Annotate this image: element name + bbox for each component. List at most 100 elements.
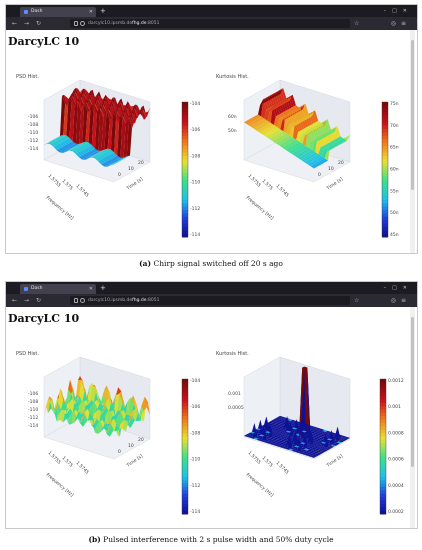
x-tick-label: 1.5755 [47,450,62,465]
new-tab-icon[interactable]: + [100,284,106,292]
scrollbar[interactable] [410,307,415,528]
surface-patch [287,418,293,421]
surface-patch [283,114,289,134]
colorbar-segment [382,122,388,127]
surface-patch [63,149,70,151]
toolbar-icons[interactable]: ◎≡ [390,20,411,27]
x-tick-label: 1.5755 [47,173,62,188]
toolbar-icons[interactable]: ◎≡ [390,297,411,304]
surface-patch [311,447,317,450]
colorbar-segment [182,145,188,150]
surface-patch [284,133,290,137]
surface-patch [47,142,53,145]
site-info-icon[interactable] [80,20,85,26]
surface-patch [80,145,86,150]
surface-patch [247,435,253,438]
back-icon[interactable]: ← [12,20,18,27]
surface-patch [291,152,297,156]
surface-patch [86,156,92,158]
surface-patch [124,103,131,114]
colorbar-segment [182,159,188,164]
surface-patch [258,128,264,132]
caption-text: Pulsed interference with 2 s pulse width… [103,535,334,544]
new-tab-icon[interactable]: + [100,7,106,15]
reload-icon[interactable]: ↻ [36,20,42,27]
colorbar-segment [182,460,188,464]
surface-patch [256,428,262,431]
colorbar-segment [182,102,188,106]
surface-patch [293,420,300,423]
surface-patch [306,148,313,152]
surface-patch [319,448,325,451]
bookmark-star-icon[interactable]: ☆ [354,20,360,27]
colorbar-segment [182,443,188,447]
surface-patch [259,429,265,432]
surface-patch [253,119,259,124]
browser-tab[interactable]: Dash ✕ [20,284,96,294]
surface-patch [308,125,314,129]
surface-patch [272,443,278,446]
forward-icon[interactable]: → [24,297,30,304]
colorbar-segment [182,466,188,471]
tab-title: Dash [31,286,43,291]
surface-patch [274,138,280,143]
back-icon[interactable]: ← [12,297,18,304]
surface-patch [259,439,266,442]
surface-patch [296,146,302,150]
colorbar-segment [182,206,188,211]
surface-patch [277,443,283,446]
colorbar-tick-label: 45n [390,232,399,238]
surface-patch [114,161,120,163]
surface-patch [332,139,338,144]
surface-patch [297,149,303,153]
y-axis-label: Time [s] [325,453,344,469]
surface-patch [310,124,316,128]
surface-patch [80,141,86,144]
colorbar-segment [382,186,388,191]
close-tab-icon[interactable]: ✕ [88,286,93,292]
site-info-icon[interactable] [80,297,85,303]
surface-patch [313,159,319,164]
surface-patch [89,150,95,154]
forward-icon[interactable]: → [24,20,30,27]
surface-patch [273,426,279,429]
surface-patch [320,450,326,453]
surface-patch [98,398,104,413]
surface-patch [264,125,270,129]
reload-icon[interactable]: ↻ [36,297,42,304]
z-tick-label: -110 [28,130,38,136]
scrollbar-thumb[interactable] [411,317,414,467]
colorbar-segment [182,429,188,434]
y-tick-label: 10 [328,166,334,172]
surface-patch [270,439,276,442]
surface-patch [297,446,303,449]
surface-patch [60,146,66,151]
surface-patch [287,424,294,427]
browser-tab[interactable]: Dash ✕ [20,7,96,17]
surface-patch [300,450,306,453]
window-controls-icon[interactable]: –□✕ [383,285,413,291]
close-tab-icon[interactable]: ✕ [88,9,93,15]
surface-patch [309,434,315,437]
url-bar[interactable]: darcylc10.ipsmb.defhg.de:8051 [70,296,350,305]
colorbar-segment [182,507,188,512]
url-bar[interactable]: darcylc10.ipsmb.defhg.de:8051 [70,19,350,28]
colorbar-segment [182,402,188,407]
surface-patch [128,103,135,112]
surface-patch [106,422,112,437]
window-controls-icon[interactable]: –□✕ [383,8,413,14]
scrollbar[interactable] [410,30,415,253]
surface-patch [337,426,343,441]
surface-patch [275,127,281,131]
surface-patch [332,432,338,435]
bookmark-star-icon[interactable]: ☆ [354,297,360,304]
surface-patch [283,110,290,115]
surface-patch [291,422,298,425]
surface-patch [314,163,320,167]
surface-patch [273,128,279,132]
colorbar-segment [182,196,188,201]
scrollbar-thumb[interactable] [411,40,414,190]
surface-patch [315,436,321,439]
